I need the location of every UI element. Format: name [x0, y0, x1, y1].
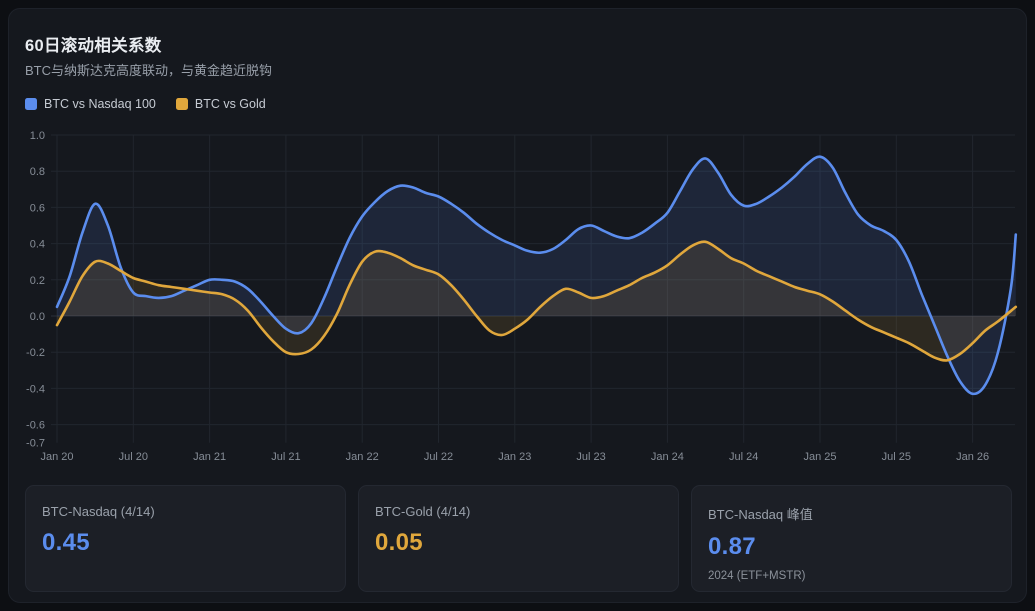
- stat-value: 0.05: [375, 529, 423, 556]
- y-axis-tick-label: -0.6: [26, 420, 45, 432]
- correlation-panel: 60日滚动相关系数 BTC与纳斯达克高度联动，与黄金趋近脱钩 BTC vs Na…: [8, 8, 1027, 603]
- stats-row: BTC-Nasdaq (4/14) 0.45 BTC-Gold (4/14) 0…: [25, 485, 1012, 592]
- y-axis-tick-label: -0.7: [26, 438, 45, 450]
- y-axis-tick-label: 1.0: [30, 130, 45, 142]
- legend-label-btc-gold: BTC vs Gold: [194, 97, 266, 111]
- legend-item-btc-gold[interactable]: BTC vs Gold: [175, 97, 266, 111]
- stat-card-btc-nasdaq-peak: BTC-Nasdaq 峰值 0.87 2024 (ETF+MSTR): [691, 485, 1012, 592]
- stat-value: 0.87: [708, 533, 756, 560]
- x-axis-tick-label: Jan 23: [498, 451, 531, 463]
- y-axis-tick-label: -0.2: [26, 347, 45, 359]
- series-line-btc-gold: [55, 240, 1018, 362]
- y-axis-tick-label: 0.4: [30, 239, 45, 251]
- stat-label: BTC-Nasdaq (4/14): [42, 504, 155, 519]
- series-area-btc-nasdaq: [57, 156, 1016, 394]
- y-axis-tick-label: 0.0: [30, 311, 45, 323]
- stat-note: 2024 (ETF+MSTR): [708, 570, 806, 582]
- x-axis-tick-label: Jan 22: [346, 451, 379, 463]
- x-axis-tick-label: Jan 21: [193, 451, 226, 463]
- stat-card-btc-gold-current: BTC-Gold (4/14) 0.05: [358, 485, 679, 592]
- series-area-btc-gold: [57, 241, 1016, 361]
- stat-note: [375, 566, 662, 578]
- x-axis-tick-label: Jan 20: [40, 451, 73, 463]
- legend: BTC vs Nasdaq 100 BTC vs Gold: [25, 97, 266, 111]
- page-title: 60日滚动相关系数: [25, 37, 162, 55]
- y-axis-tick-label: 0.8: [30, 166, 45, 178]
- x-axis-tick-label: Jul 24: [729, 451, 758, 463]
- x-axis-tick-label: Jul 22: [424, 451, 453, 463]
- series-line-btc-nasdaq: [55, 155, 1018, 396]
- x-axis-tick-label: Jan 25: [803, 451, 836, 463]
- x-axis-tick-label: Jul 23: [576, 451, 605, 463]
- chart-area: 1.0 0.8 0.6 0.4 0.2 0.0 -0.2 -0.4 -0.6 -0.7 Jan 20…: [9, 119, 1028, 471]
- legend-swatch-gold-icon: [175, 98, 188, 110]
- x-axis-tick-label: Jan 24: [651, 451, 684, 463]
- y-axis-tick-label: -0.4: [26, 383, 45, 395]
- y-axis-tick-label: 0.2: [30, 275, 45, 287]
- stat-card-btc-nasdaq-current: BTC-Nasdaq (4/14) 0.45: [25, 485, 346, 592]
- legend-item-btc-nasdaq[interactable]: BTC vs Nasdaq 100: [25, 97, 156, 111]
- legend-swatch-blue-icon: [25, 98, 37, 110]
- legend-label-btc-nasdaq: BTC vs Nasdaq 100: [44, 97, 156, 111]
- x-axis-tick-label: Jan 26: [956, 451, 989, 463]
- stat-note: [42, 566, 329, 578]
- stat-label: BTC-Gold (4/14): [375, 504, 471, 519]
- y-axis-tick-label: 0.6: [30, 202, 45, 214]
- x-axis-tick-label: Jul 20: [119, 451, 148, 463]
- stat-value: 0.45: [42, 529, 90, 556]
- x-axis-tick-label: Jul 25: [882, 451, 911, 463]
- page-subtitle: BTC与纳斯达克高度联动，与黄金趋近脱钩: [25, 63, 273, 78]
- x-axis-tick-label: Jul 21: [271, 451, 300, 463]
- stat-label: BTC-Nasdaq 峰值: [708, 507, 813, 522]
